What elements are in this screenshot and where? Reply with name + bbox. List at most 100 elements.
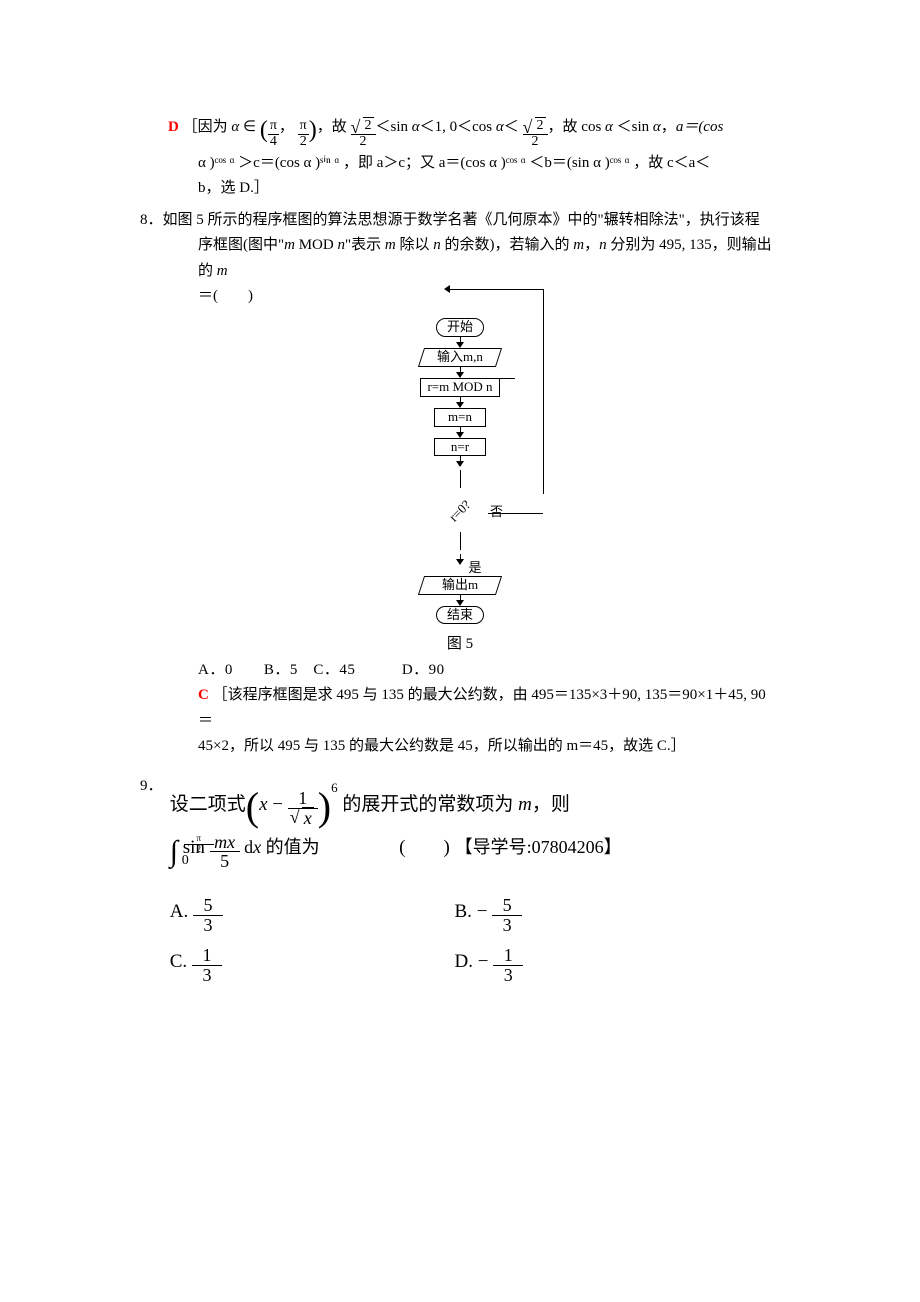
q7-alpha: α — [231, 119, 239, 135]
q8-stem-line3: ＝( ) — [198, 284, 780, 310]
q8-expl-text: ［该程序框图是求 495 与 135 的最大公约数，由 495＝135×3＋90… — [198, 687, 766, 729]
q7-comma1: ， — [279, 119, 294, 135]
q8-m2: m — [385, 237, 396, 253]
q9-part1: 设二项式 — [170, 794, 246, 815]
q9-opt-c: C. 13 — [170, 945, 450, 985]
q7-alpha2: α — [412, 119, 420, 135]
q9-line2: ∫π20 sin mx5 dx 的值为 ( ) 【导学号:07804206】 — [170, 837, 622, 858]
q8-m4: m — [217, 263, 228, 279]
flow-end: 结束 — [436, 606, 484, 625]
q9-part3: ，则 — [532, 794, 570, 815]
q7-line3: b，选 D.］ — [198, 176, 780, 202]
question-8: 8．如图 5 所示的程序框图的算法思想源于数学名著《几何原本》中的"辗转相除法"… — [140, 208, 780, 760]
q9-options: A. 53 C. 13 B. − 53 D. − 13 — [170, 885, 770, 995]
integral-icon: ∫π20 — [170, 840, 178, 864]
q9-dx: dx 的值为 — [240, 837, 320, 857]
q8-n1: n — [337, 237, 345, 253]
loop-line — [460, 378, 515, 379]
arrow-left-icon — [444, 285, 450, 293]
q7-frac-pi4: π4 — [268, 119, 279, 149]
q9-frac-mx5: mx5 — [210, 833, 240, 872]
arrow-down-icon-6 — [420, 554, 500, 565]
big-paren-right-icon: ) — [318, 784, 331, 829]
q9-minus: − — [268, 794, 288, 815]
q9-opt-d: D. − 13 — [455, 945, 735, 985]
q9-part2: 的展开式的常数项为 — [338, 794, 519, 815]
big-paren-left-icon: ( — [246, 784, 259, 829]
q8-t5: ， — [584, 237, 599, 253]
q8-t3: 除以 — [396, 237, 434, 253]
q7-line1: D ［因为 α ∈ (π4， π2)，故 22＜sin α＜1, 0＜cos α… — [168, 110, 780, 151]
q7-alpha4: α — [605, 119, 613, 135]
q9-d-frac: 13 — [493, 946, 523, 985]
q9-a-frac: 53 — [193, 896, 223, 935]
q7-lt-sin: ＜sin — [376, 119, 412, 135]
q7-lt-sin2: ＜sin — [613, 119, 653, 135]
q7-lt-sqrt2b: ＜ — [504, 119, 519, 135]
q9-opt-b: B. − 53 — [455, 895, 735, 935]
flow-start: 开始 — [436, 318, 484, 337]
flow-step2: m=n — [434, 408, 486, 427]
arrow-down-icon-7 — [420, 595, 500, 606]
q8-n3: n — [599, 237, 607, 253]
q9-exp6: 6 — [331, 780, 338, 795]
flow-decision: r=0? 否 — [448, 467, 472, 554]
flow-output: 输出m — [418, 576, 502, 595]
q8-t2: "表示 — [345, 237, 385, 253]
q7-after-range: ，故 — [317, 119, 347, 135]
q8-m3: m — [573, 237, 584, 253]
arrow-down-icon-3 — [420, 397, 500, 408]
q8-t1: 序框图(图中" — [198, 237, 284, 253]
q7-alpha3: α — [496, 119, 504, 135]
q7-alpha5: α — [653, 119, 661, 135]
flow-step1: r=m MOD n — [420, 378, 500, 397]
q9-b-frac: 53 — [492, 896, 522, 935]
q8-fig-caption: 图 5 — [140, 632, 780, 658]
flow-step3: n=r — [434, 438, 486, 457]
q9-m: m — [518, 794, 532, 815]
close-paren-icon: ) — [309, 117, 317, 143]
q9-x: x — [259, 794, 267, 815]
q7-a-eq: a＝(cos — [676, 119, 724, 135]
open-paren-icon: ( — [260, 117, 268, 143]
q9-c-frac: 13 — [192, 946, 222, 985]
sqrt-icon-3: x — [292, 809, 314, 828]
sqrt-icon-2: 2 — [525, 119, 546, 134]
question-7-explanation: D ［因为 α ∈ (π4， π2)，故 22＜sin α＜1, 0＜cos α… — [140, 110, 780, 202]
q9-opt-a: A. 53 — [170, 895, 450, 935]
q7-lt1: ＜1, 0＜cos — [420, 119, 496, 135]
q7-frac-pi2: π2 — [298, 119, 309, 149]
q7-after-sqrt2b: ，故 cos — [548, 119, 606, 135]
q9-blank: ( ) — [399, 837, 450, 858]
q7-comma-a: ， — [661, 119, 676, 135]
loop-line-v — [543, 289, 544, 494]
q8-flowchart: 开始 输入m,n r=m MOD n m=n n=r r=0? 否 是 — [140, 318, 780, 628]
question-9: 9． 设二项式(x − 1x)6 的展开式的常数项为 m，则 ∫π20 sin … — [140, 774, 780, 996]
q8-stem-line2: 序框图(图中"m MOD n"表示 m 除以 n 的余数)，若输入的 m，n 分… — [198, 233, 780, 284]
q8-stem-line1: 8．如图 5 所示的程序框图的算法思想源于数学名著《几何原本》中的"辗转相除法"… — [140, 208, 780, 234]
loop-line-h — [488, 513, 543, 514]
arrow-down-icon — [420, 337, 500, 348]
q7-answer-letter: D — [168, 119, 179, 135]
q7-sqrt2-over-2-a: 22 — [351, 119, 376, 149]
arrow-down-icon-5 — [420, 456, 500, 467]
q9-frac-1-sqrtx: 1x — [288, 789, 318, 828]
q8-options: A．0 B．5 C．45 D．90 — [198, 658, 780, 684]
loop-line-top — [448, 289, 543, 290]
q9-number: 9． — [140, 774, 166, 800]
q7-sqrt2-over-2-b: 22 — [523, 119, 548, 149]
q8-t4: 的余数)，若输入的 — [441, 237, 574, 253]
q7-line2: α )ᶜᵒˢ ᵅ ＞c＝(cos α )ˢⁱⁿ ᵅ ，即 a＞c；又 a＝(co… — [198, 151, 780, 177]
flow-input: 输入m,n — [418, 348, 502, 367]
q8-n2: n — [433, 237, 441, 253]
q8-m1: m — [284, 237, 295, 253]
q8-mod: MOD — [295, 237, 338, 253]
q9-guide: 【导学号:07804206】 — [455, 837, 622, 857]
q7-text-1: ［因为 — [183, 119, 232, 135]
q8-explanation: C ［该程序框图是求 495 与 135 的最大公约数，由 495＝135×3＋… — [198, 683, 780, 734]
q8-expl-text-2: 45×2，所以 495 与 135 的最大公约数是 45，所以输出的 m＝45，… — [198, 734, 780, 760]
sqrt-icon: 2 — [353, 119, 374, 134]
q9-line1: 设二项式(x − 1x)6 的展开式的常数项为 m，则 — [170, 794, 570, 815]
q8-answer-letter: C — [198, 687, 209, 703]
arrow-down-icon-2 — [420, 367, 500, 378]
